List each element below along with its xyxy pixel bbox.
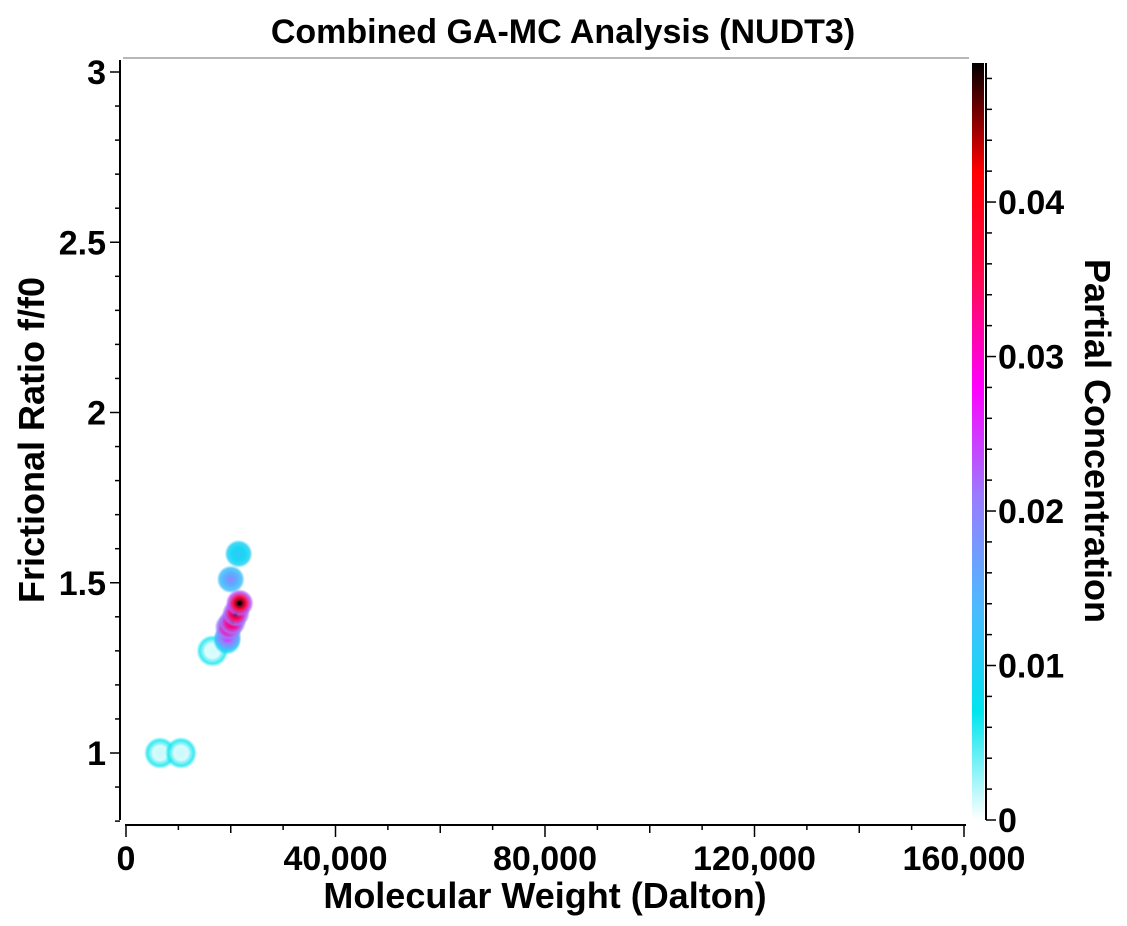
x-tick-label: 160,000 [903,840,1026,878]
y-tick-label: 3 [87,54,106,92]
y-tick-label: 1 [87,735,106,773]
colorbar-tick-label: 0.04 [998,184,1064,222]
data-point [164,737,197,769]
colorbar-ticks: 0 0.01 0.02 0.03 0.04 [986,77,1064,840]
y-tick-label: 2.5 [59,224,106,262]
colorbar-tick-label: 0.02 [998,493,1064,531]
x-tick-label: 120,000 [693,840,816,878]
y-axis: 1 1.5 2 2.5 3 Frictional Ratio f/f0 [11,54,121,822]
colorbar-gradient [972,63,984,820]
data-point [216,565,245,594]
colorbar: 0 0.01 0.02 0.03 0.04 Partial Concentration [972,63,1118,840]
x-tick-label: 80,000 [493,840,597,878]
x-tick-label: 40,000 [284,840,388,878]
colorbar-tick-label: 0.01 [998,648,1064,686]
plot-area [123,57,969,820]
y-tick-label: 1.5 [59,565,106,603]
data-point [224,539,253,568]
colorbar-tick-label: 0 [998,802,1017,840]
x-axis: 0 40,000 80,000 120,000 160,000 Molecular We… [117,824,1026,916]
colorbar-tick-label: 0.03 [998,339,1064,377]
y-tick-label: 2 [87,395,106,433]
y-axis-label: Frictional Ratio f/f0 [11,277,52,603]
x-axis-label: Molecular Weight (Dalton) [323,875,766,916]
chart-title: Combined GA-MC Analysis (NUDT3) [271,13,855,51]
x-ticks: 0 40,000 80,000 120,000 160,000 [117,825,1026,878]
y-ticks: 1 1.5 2 2.5 3 [59,54,120,822]
data-point-peak [237,600,242,606]
colorbar-label: Partial Concentration [1077,259,1118,623]
x-tick-label: 0 [117,840,136,878]
plot-background [123,58,969,820]
data-points [144,539,254,769]
